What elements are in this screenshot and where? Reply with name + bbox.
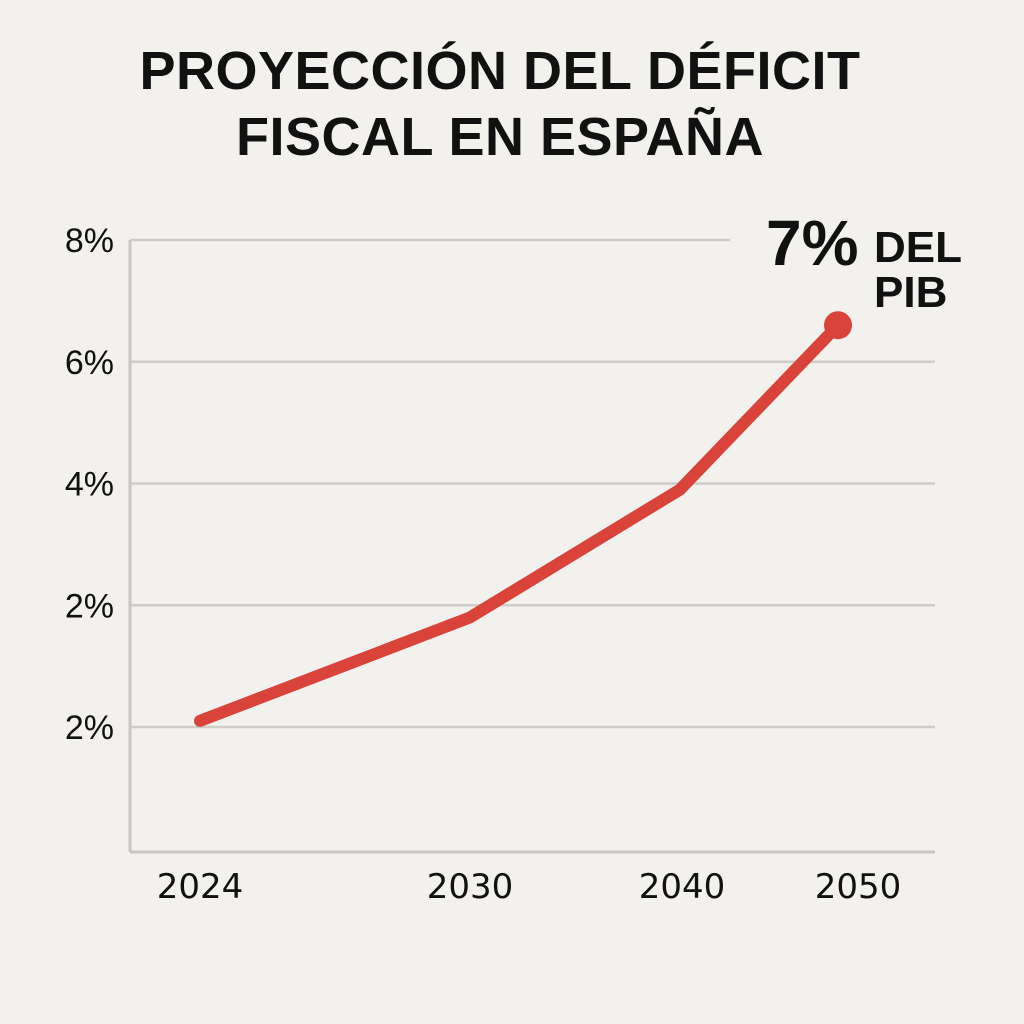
annotation-value: 7% — [766, 207, 859, 279]
chart-title-line-2: FISCAL EN ESPAÑA — [235, 107, 765, 167]
y-axis-ticks: 2% 2% 4% 6% 8% — [65, 222, 114, 747]
y-tick-label: 2% — [65, 709, 114, 747]
x-tick-label: 2040 — [639, 867, 726, 907]
x-tick-label: 2050 — [815, 867, 902, 907]
y-tick-label: 6% — [65, 344, 114, 382]
x-tick-label: 2030 — [427, 867, 514, 907]
annotation-text-line-1: DEL — [874, 223, 962, 272]
end-point-marker — [824, 311, 852, 340]
gridlines — [130, 238, 935, 729]
series-line — [194, 319, 844, 727]
y-tick-label: 2% — [65, 587, 114, 625]
chart-title-line-1: PROYECCIÓN DEL DÉFICIT — [139, 41, 861, 101]
chart-title: PROYECCIÓN DEL DÉFICIT FISCAL EN ESPAÑA — [0, 38, 1000, 170]
x-tick-label: 2024 — [157, 867, 244, 907]
annotation-text-line-2: PIB — [874, 268, 947, 317]
y-tick-label: 8% — [65, 222, 114, 260]
annotation: 7% DEL PIB — [766, 207, 962, 317]
y-tick-label: 4% — [65, 466, 114, 504]
x-axis-ticks: 2024 2030 2040 2050 — [157, 867, 902, 907]
series-lines — [194, 311, 852, 727]
axes — [128, 240, 935, 854]
